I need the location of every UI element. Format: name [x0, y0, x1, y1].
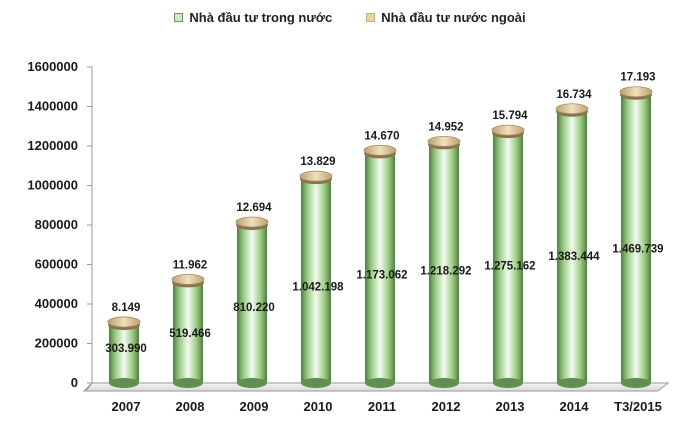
- bar-base-ellipse: [301, 378, 331, 388]
- bar-foreign-cap: [427, 135, 461, 147]
- data-label-foreign: 12.694: [236, 202, 272, 214]
- bar-base-ellipse: [493, 378, 523, 388]
- data-label-domestic: 1.173.062: [356, 270, 407, 282]
- y-tick-label: 1000000: [27, 178, 78, 193]
- data-label-foreign: 11.962: [173, 259, 208, 271]
- bar-base-ellipse: [365, 378, 395, 388]
- bar-base-ellipse: [557, 378, 587, 388]
- data-label-domestic: 519.466: [169, 328, 211, 340]
- bar-domestic: [621, 92, 651, 383]
- legend-swatch-foreign: [366, 13, 376, 22]
- bar-domestic: [557, 109, 587, 384]
- legend-item-domestic: Nhà đầu tư trong nước: [174, 10, 332, 25]
- bar-domestic: [173, 280, 203, 383]
- x-tick-label: 2008: [176, 399, 205, 414]
- data-label-domestic: 1.469.739: [612, 243, 663, 255]
- data-label-domestic: 1.275.162: [484, 261, 535, 273]
- bar-foreign-cap: [107, 316, 141, 328]
- bar-base-ellipse: [237, 378, 267, 388]
- bar-domestic: [365, 151, 395, 383]
- data-label-domestic: 303.990: [105, 343, 147, 355]
- y-tick-label: 800000: [35, 217, 78, 232]
- bar-base-ellipse: [173, 378, 203, 388]
- x-tick-label: 2013: [496, 399, 525, 414]
- x-tick-label: 2010: [304, 399, 333, 414]
- y-tick-label: 200000: [35, 336, 78, 351]
- bar-domestic: [493, 131, 523, 383]
- bar-domestic: [429, 142, 459, 383]
- legend-item-foreign: Nhà đầu tư nước ngoài: [366, 10, 526, 25]
- data-label-foreign: 13.829: [300, 156, 335, 168]
- legend-swatch-domestic: [174, 13, 184, 22]
- data-label-foreign: 14.952: [428, 121, 463, 133]
- x-tick-label: 2014: [560, 399, 590, 414]
- bar-foreign-cap: [619, 86, 653, 98]
- x-tick-label: 2011: [368, 399, 396, 414]
- data-label-domestic: 810.220: [233, 302, 275, 314]
- y-tick-label: 0: [71, 375, 78, 390]
- data-label-foreign: 16.734: [556, 89, 592, 101]
- y-tick-label: 1400000: [27, 99, 78, 114]
- y-tick-label: 1200000: [27, 138, 78, 153]
- bar-foreign-cap: [171, 274, 205, 285]
- data-label-foreign: 15.794: [492, 110, 528, 122]
- y-tick-label: 400000: [35, 296, 78, 311]
- data-label-domestic: 1.218.292: [420, 266, 471, 278]
- bar-domestic: [109, 322, 139, 383]
- legend-label-foreign: Nhà đầu tư nước ngoài: [381, 10, 526, 25]
- bar-foreign-cap: [235, 216, 269, 228]
- data-label-domestic: 1.383.444: [548, 251, 600, 263]
- legend: Nhà đầu tư trong nước Nhà đầu tư nước ng…: [0, 10, 700, 25]
- x-tick-label: T3/2015: [614, 399, 662, 414]
- data-label-domestic: 1.042.198: [292, 281, 344, 293]
- bar-base-ellipse: [429, 378, 459, 388]
- bar-base-ellipse: [621, 378, 651, 388]
- x-tick-label: 2012: [432, 399, 461, 414]
- bar-domestic: [301, 177, 331, 383]
- data-label-foreign: 8.149: [112, 302, 141, 314]
- y-tick-label: 600000: [35, 257, 78, 272]
- bar-foreign-cap: [299, 170, 333, 182]
- y-tick-label: 1600000: [27, 59, 78, 74]
- data-label-foreign: 14.670: [364, 130, 399, 142]
- x-tick-label: 2007: [112, 399, 141, 414]
- legend-label-domestic: Nhà đầu tư trong nước: [189, 10, 333, 25]
- bar-foreign-cap: [363, 144, 397, 156]
- data-label-foreign: 17.193: [620, 72, 655, 84]
- bar-base-ellipse: [109, 378, 139, 388]
- bar-foreign-cap: [491, 124, 525, 136]
- bar-domestic: [237, 222, 267, 383]
- bar-foreign-cap: [555, 103, 589, 115]
- x-tick-label: 2009: [240, 399, 269, 414]
- y-axis-depth: [85, 382, 93, 392]
